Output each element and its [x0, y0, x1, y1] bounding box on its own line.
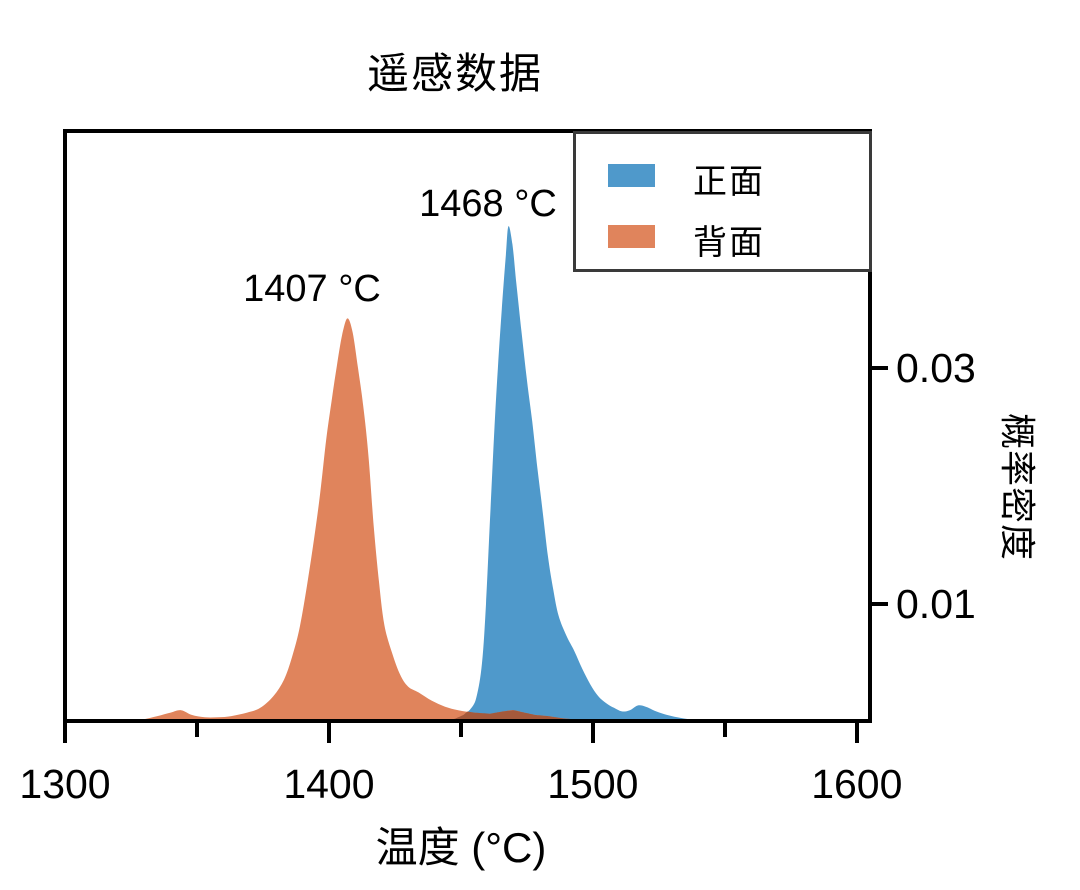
y-axis-label: 概率密度: [997, 412, 1038, 561]
x-axis-tick: [63, 723, 67, 743]
y-axis-tick: [872, 366, 888, 370]
chart-title: 遥感数据: [366, 50, 543, 97]
x-axis-tick: [590, 723, 595, 743]
plot-border: [63, 129, 872, 723]
x-axis-minor-tick: [458, 723, 463, 737]
y-tick-label: 0.01: [896, 581, 976, 627]
legend-item-front: 正面: [576, 163, 869, 201]
x-axis-tick: [326, 723, 331, 743]
x-axis-label: 温度 (°C): [375, 824, 547, 871]
legend-label-back: 背面: [693, 224, 765, 262]
y-axis-tick: [872, 602, 888, 606]
x-tick-label: 1300: [19, 761, 111, 807]
legend-item-back: 背面: [576, 224, 869, 262]
density-curve-front: [445, 226, 702, 722]
legend-swatch-front-icon: [608, 164, 655, 187]
legend: 正面 背面: [573, 131, 872, 272]
x-tick-label: 1400: [283, 761, 375, 807]
x-axis-minor-tick: [194, 723, 199, 737]
legend-label-front: 正面: [693, 163, 765, 201]
legend-swatch-back-icon: [608, 225, 655, 248]
annotation-peak-front: 1468 °C: [419, 183, 557, 225]
x-axis-minor-tick: [722, 723, 727, 737]
y-tick-label: 0.03: [896, 345, 976, 391]
annotation-peak-back: 1407 °C: [243, 268, 381, 310]
x-axis-tick: [854, 723, 859, 743]
x-tick-label: 1600: [811, 761, 903, 807]
density-curve-back: [123, 318, 614, 722]
x-tick-label: 1500: [547, 761, 639, 807]
